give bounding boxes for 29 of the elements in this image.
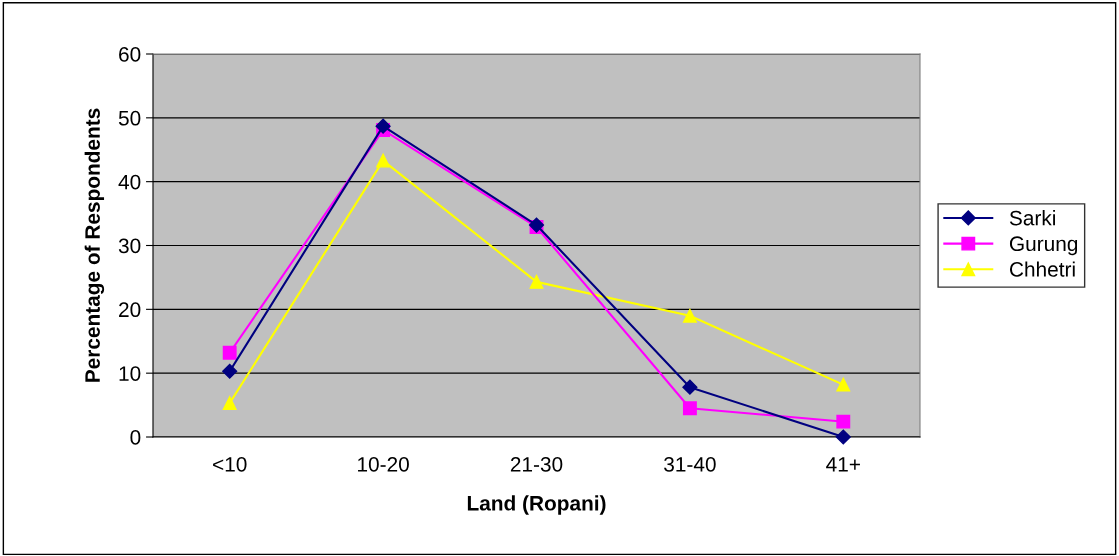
legend-label: Chhetri	[1009, 261, 1075, 277]
point	[376, 153, 391, 168]
point	[222, 345, 237, 360]
y-axis-title: Percentage of Respondents	[84, 108, 105, 382]
x-tick-label: 10-20	[358, 456, 409, 472]
y-tick-label: 10	[119, 366, 141, 381]
point	[682, 379, 698, 395]
point	[835, 429, 851, 445]
x-tick-label: 21-30	[510, 456, 563, 472]
y-tick-label: 30	[118, 238, 141, 254]
point	[529, 274, 544, 289]
x-tick-label: 31-40	[664, 456, 716, 472]
point	[222, 396, 237, 411]
x-tick-label: <10	[213, 456, 247, 472]
y-tick-label: 50	[118, 110, 141, 126]
legend-label: Gurung	[1009, 236, 1078, 256]
point	[836, 414, 851, 429]
y-tick-label: 40	[118, 174, 141, 190]
y-tick-label: 20	[119, 302, 141, 318]
point	[682, 308, 697, 323]
legend-label: Sarki	[1009, 210, 1055, 226]
point	[375, 118, 391, 134]
x-axis-title: Land (Ropani)	[467, 495, 606, 515]
point	[836, 377, 851, 392]
y-tick-label: 0	[130, 430, 141, 445]
x-tick-label: 41+	[826, 457, 860, 472]
point	[222, 363, 238, 379]
point	[682, 401, 697, 416]
y-tick-label: 60	[119, 47, 141, 62]
